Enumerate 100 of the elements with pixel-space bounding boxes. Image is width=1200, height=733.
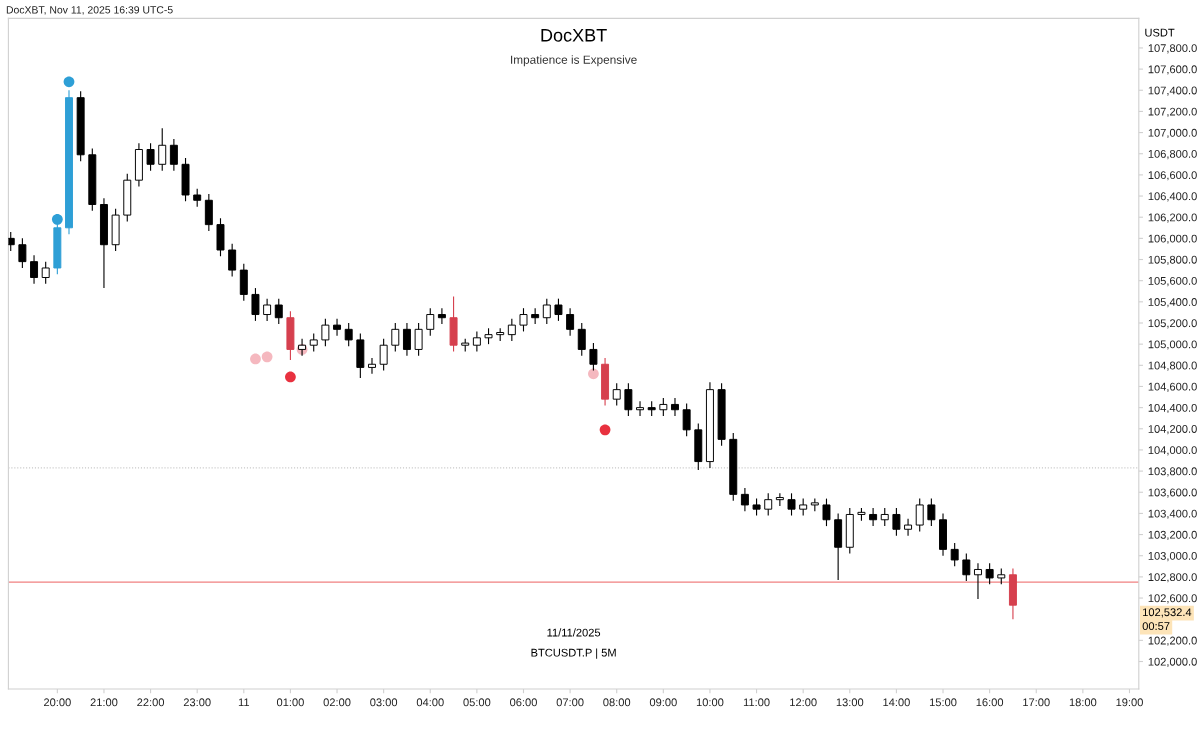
y-tick-label: 106,400.0 [1148,192,1197,202]
y-tick-label: 107,400.0 [1148,86,1197,96]
candlestick [169,138,178,172]
candlestick [298,338,307,357]
candlestick [18,237,27,269]
x-tick-label: 09:00 [649,698,677,707]
candlestick [274,298,283,325]
candlestick [962,553,971,582]
y-tick-label: 102,200.0 [1148,636,1197,646]
y-tick-label: 104,400.0 [1148,403,1197,414]
candlestick [869,507,878,527]
text: 102,532.4 [1143,608,1192,618]
candlestick [950,542,959,567]
text: DocXBT, Nov 11, 2025 16:39 UTC-5 [6,6,173,15]
y-tick-label: 105,600.0 [1148,276,1197,287]
y-tick-label: 102,000.0 [1148,657,1197,667]
candlestick [612,382,621,407]
candlestick [904,518,913,537]
x-tick-label: 20:00 [44,698,71,707]
candlestick [822,498,831,527]
candlestick [158,127,167,172]
y-tick-label: 103,600.0 [1148,488,1197,498]
y-tick-label: 103,400.0 [1148,509,1197,519]
candlestick [426,307,435,337]
candlestick [915,498,924,532]
y-tick-label: 106,000.0 [1148,234,1197,244]
y-tick-label: 106,600.0 [1148,171,1197,181]
candlestick [577,322,586,357]
y-tick-label: 102,800.0 [1148,573,1197,583]
x-tick-label: 16:00 [976,698,1004,707]
y-tick-label: 103,000.0 [1148,551,1197,562]
x-tick-label: 14:00 [883,698,910,707]
candlestick [764,492,773,517]
x-tick-label: 19:00 [1116,698,1143,707]
point [51,213,63,225]
candlestick [740,487,749,512]
x-tick-label: 23:00 [183,698,211,707]
y-tick-label: 105,000.0 [1148,340,1197,350]
candlestick [41,261,50,285]
x-tick-label: 02:00 [323,698,351,707]
candlestick [507,318,516,342]
candlestick [333,318,342,337]
candlestick [146,142,155,172]
x-tick-label: 04:00 [416,698,444,707]
x-tick-label: 07:00 [556,698,584,707]
candlestick [437,307,446,325]
candlestick [985,562,994,585]
y-tick-label: 104,200.0 [1148,425,1197,435]
x-tick-label: 11 [238,698,250,707]
candlestick [263,298,272,322]
candlestick [391,322,400,353]
y-tick-label: 105,200.0 [1148,319,1197,329]
y-tick-label: 106,200.0 [1148,213,1197,223]
y-tick-label: 102,600.0 [1148,594,1197,604]
y-tick-label: 103,200.0 [1148,530,1197,541]
chart-title: DocXBT [541,29,607,42]
candlestick [787,492,796,517]
point [588,368,599,380]
candlestick [251,287,260,322]
candlestick [228,243,237,278]
candlestick [973,562,982,600]
candlestick [624,382,633,417]
y-tick-label: 105,400.0 [1148,298,1197,308]
x-tick-label: 17:00 [1023,698,1050,707]
x-tick-label: 06:00 [510,698,537,707]
point [250,353,261,365]
candlestick [8,231,15,252]
x-tick-label: 11:00 [743,698,770,707]
y-tick-label: 105,800.0 [1148,255,1197,265]
y-tick-label: 107,600.0 [1148,65,1197,75]
x-tick-label: 10:00 [696,698,724,707]
y-tick-label: 107,800.0 [1148,44,1197,54]
candlestick [775,492,784,507]
y-tick-label: 103,800.0 [1148,467,1197,477]
y-tick-label: 106,800.0 [1148,150,1197,160]
x-tick-label: 22:00 [137,698,165,707]
candlestick [671,397,679,417]
candlestick [379,338,388,372]
candlestick [414,322,423,357]
annotation: 11/11/2025 [547,628,601,637]
candlestick [402,322,411,357]
candlestick [636,400,645,417]
x-tick-label: 03:00 [370,698,398,707]
candlestick [344,322,353,347]
y-tick-label: 104,800.0 [1148,361,1197,371]
candlestick [566,307,575,337]
point [599,424,611,436]
candlestick [927,498,936,527]
x-tick-label: 18:00 [1069,698,1097,707]
point [261,351,273,363]
text: 00:57 [1142,622,1170,631]
x-tick-label: 08:00 [603,698,631,707]
y-tick-label: 104,000.0 [1148,446,1197,456]
x-tick-label: 05:00 [463,698,491,707]
x-tick-label: 15:00 [929,698,957,707]
x-tick-label: 12:00 [790,698,817,707]
candlestick [321,318,330,347]
text: Impatience is Expensive [511,55,637,67]
candlestick [892,507,901,537]
y-tick-label: 104,600.0 [1148,382,1197,392]
